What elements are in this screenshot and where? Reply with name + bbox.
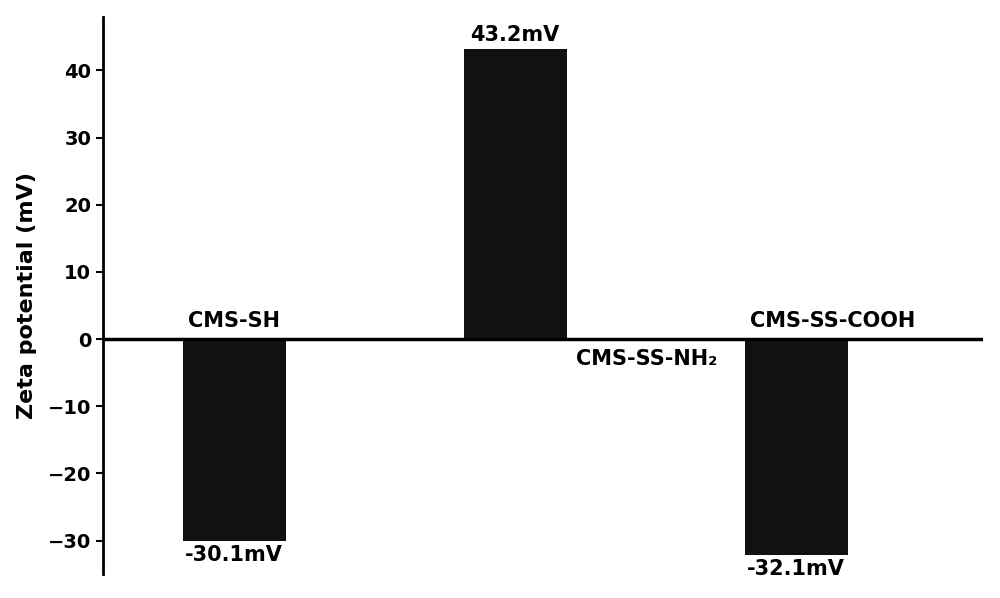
Text: -30.1mV: -30.1mV: [185, 545, 283, 565]
Text: CMS-SS-COOH: CMS-SS-COOH: [750, 311, 915, 331]
Bar: [183, 339, 286, 541]
Text: CMS-SS-NH₂: CMS-SS-NH₂: [576, 349, 717, 369]
Text: 43.2mV: 43.2mV: [470, 25, 560, 45]
Y-axis label: Zeta potential (mV): Zeta potential (mV): [17, 172, 37, 419]
Text: -32.1mV: -32.1mV: [747, 559, 845, 579]
Bar: [745, 339, 848, 554]
Bar: [464, 49, 567, 339]
Text: CMS-SH: CMS-SH: [188, 311, 280, 331]
